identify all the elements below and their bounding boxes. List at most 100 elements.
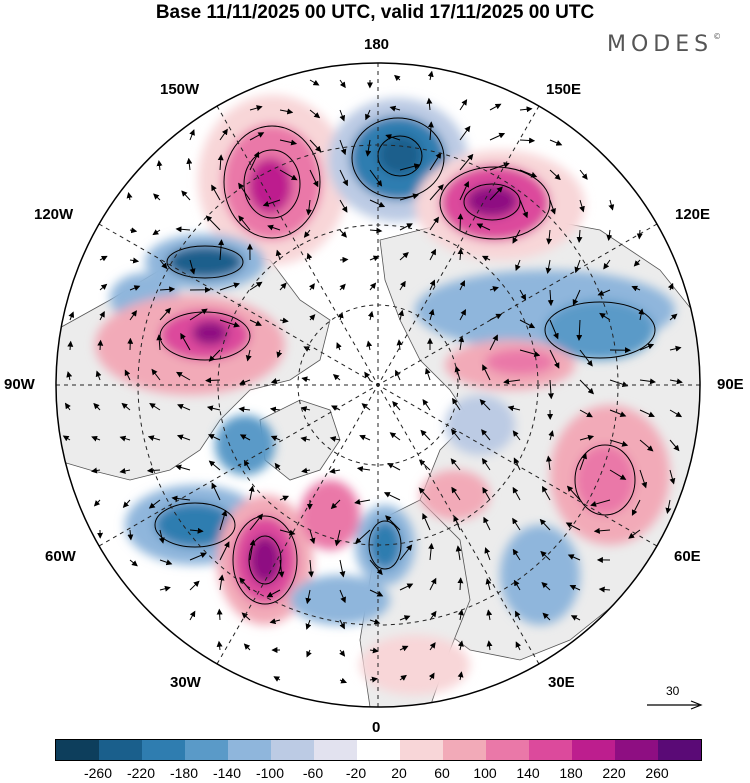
wind-vector	[159, 559, 173, 566]
wind-vector	[218, 574, 225, 591]
lon-label-60w: 60W	[45, 548, 76, 565]
wind-vector	[398, 309, 405, 321]
wind-vector	[457, 213, 464, 231]
wind-vector	[273, 676, 281, 682]
wind-vector	[482, 364, 491, 381]
wind-vector	[399, 674, 407, 681]
wind-vector	[598, 586, 611, 593]
wind-vector	[211, 482, 221, 501]
wind-vector	[364, 371, 371, 381]
wind-vector	[339, 229, 347, 238]
colorbar-tick-label: 100	[473, 765, 497, 781]
wind-vector	[180, 332, 191, 351]
wind-vector	[395, 369, 401, 381]
wind-vector	[579, 349, 593, 367]
wind-vector	[279, 282, 287, 291]
wind-vector	[127, 529, 134, 541]
colorbar-segment	[399, 739, 443, 761]
wind-vector	[329, 436, 341, 442]
anomaly-blob	[545, 300, 655, 360]
wind-vector	[545, 259, 552, 274]
wind-vector	[369, 589, 384, 597]
wind-vector	[122, 499, 131, 508]
wind-vector	[429, 577, 437, 591]
wind-vector	[266, 589, 281, 598]
wind-vector	[339, 559, 346, 578]
wind-vector	[489, 132, 506, 141]
wind-vector	[457, 577, 464, 591]
wind-vector	[339, 139, 347, 156]
wind-vector	[330, 499, 341, 510]
wind-vector	[309, 79, 320, 86]
wind-vector	[515, 610, 521, 621]
lon-label-30w: 30W	[170, 674, 201, 691]
colorbar-segment	[313, 739, 357, 761]
wind-vector	[151, 368, 161, 381]
wind-vector	[279, 139, 298, 146]
wind-vector	[481, 457, 491, 471]
wind-vector	[512, 486, 521, 501]
wind-vector	[574, 259, 581, 274]
anomaly-blob	[215, 415, 275, 475]
colorbar-segment	[657, 739, 701, 761]
wind-vector	[633, 259, 641, 267]
wind-vector	[429, 216, 439, 231]
wind-vector	[628, 529, 641, 539]
wind-vector	[489, 334, 498, 351]
wind-vector	[279, 317, 289, 324]
wind-vector	[219, 282, 240, 291]
colorbar-tick-label: 220	[602, 765, 626, 781]
wind-vector	[248, 485, 255, 501]
wind-vector	[669, 345, 682, 352]
wind-vector	[249, 539, 256, 561]
lon-label-180: 180	[364, 36, 390, 53]
wind-vector	[567, 554, 581, 561]
wind-vector	[238, 406, 251, 413]
wind-vector	[512, 548, 521, 561]
wind-vector	[481, 255, 491, 262]
map-title: Base 11/11/2025 00 UTC, valid 17/11/2025…	[155, 2, 595, 23]
wind-vector	[249, 281, 263, 291]
wind-vector	[566, 485, 581, 501]
wind-vector	[219, 319, 240, 328]
wind-vector	[515, 641, 522, 651]
wind-vectors	[62, 70, 683, 684]
wind-vector	[356, 466, 371, 472]
contour-line	[544, 301, 656, 359]
wind-vector	[486, 640, 493, 651]
wind-vector	[427, 121, 434, 141]
wind-vector	[579, 452, 587, 471]
wind-vector	[579, 169, 588, 180]
wind-vector	[159, 286, 176, 293]
contour-line	[351, 117, 445, 199]
wind-vector	[503, 378, 521, 385]
colorbar-tick-label: 140	[516, 765, 540, 781]
wind-vector	[669, 378, 683, 385]
wind-vector	[129, 257, 140, 264]
lon-label-150w: 150W	[160, 81, 200, 98]
wind-vector	[62, 435, 71, 442]
wind-vector	[217, 154, 224, 171]
meridian-120e-60w	[98, 223, 658, 547]
wind-vector	[306, 649, 312, 658]
wind-vector	[339, 649, 346, 657]
wind-vector	[270, 435, 281, 442]
wind-vector	[459, 180, 470, 201]
wind-vector	[519, 106, 533, 113]
contour-line	[377, 135, 423, 177]
wind-vector	[239, 577, 251, 591]
wind-vector	[422, 512, 431, 531]
colorbar-tick-label: -100	[255, 765, 285, 781]
wind-vector	[121, 402, 131, 411]
wind-vector	[147, 435, 161, 441]
wind-vector	[126, 192, 133, 201]
wind-vector	[669, 469, 676, 485]
wind-vector	[205, 215, 221, 231]
logo-text: MODES	[607, 32, 714, 57]
reference-vector-arrow	[647, 700, 703, 710]
wind-vector	[152, 229, 161, 236]
wind-vector	[239, 379, 251, 385]
wind-vector	[303, 229, 311, 238]
wind-vector	[336, 342, 342, 351]
wind-vector	[481, 429, 491, 441]
